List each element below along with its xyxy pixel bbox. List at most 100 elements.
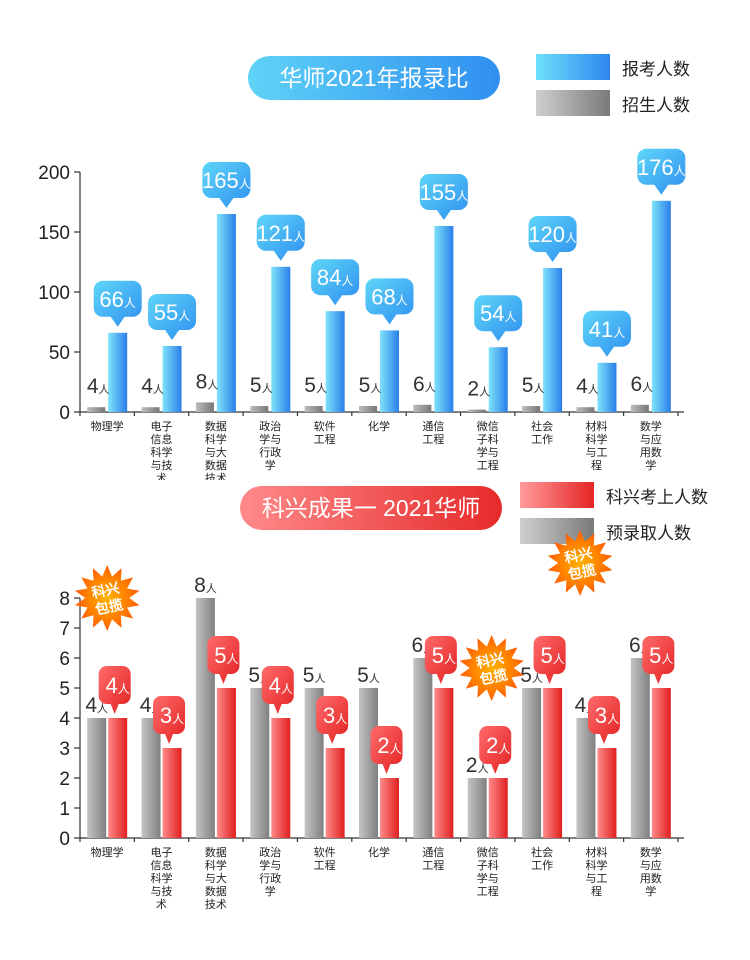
bar-enrolled: [359, 406, 377, 412]
category-label-line: 化学: [368, 419, 390, 433]
enrolled-value-label-number: 5: [304, 374, 316, 397]
applicants-value-label-number: 54: [480, 301, 504, 326]
kexing-bubble: [98, 666, 131, 714]
category-label-line: 科学: [205, 858, 227, 872]
kexing-sweep-burst: [459, 635, 524, 701]
bar-kexing: [216, 688, 236, 838]
category-label-line: 软件: [314, 419, 336, 433]
kexing-value-label-unit: 人: [661, 652, 673, 666]
legend-swatch-gray: [536, 90, 610, 116]
kexing-value-label-unit: 人: [444, 652, 456, 666]
y-tick-label-2: 0: [59, 829, 70, 850]
kexing-value-label-number: 2: [486, 733, 498, 758]
kexing-sweep-label: 科兴: [90, 579, 121, 601]
category-label-line: 与大: [205, 445, 227, 459]
category-label-line: 数据: [205, 845, 227, 859]
applicants-value-label-unit: 人: [504, 310, 516, 324]
category-label-line: 与应: [640, 432, 662, 446]
bar-admitted: [576, 718, 596, 838]
kexing-bubble: [479, 726, 512, 774]
category-label-line: 与大: [205, 871, 227, 885]
kexing-sweep-label: 包揽: [94, 596, 125, 618]
category-label-line: 信息: [151, 432, 173, 446]
admitted-value-label: 5人: [357, 664, 380, 687]
category-label-line: 子科: [477, 432, 499, 446]
enrolled-value-label-unit: 人: [425, 381, 436, 394]
bar-applicants: [216, 214, 236, 412]
applicants-value-label-unit: 人: [565, 231, 577, 245]
enrolled-value-label: 5人: [304, 374, 327, 397]
kexing-value-label-number: 3: [595, 703, 607, 728]
category-label-line: 政治: [259, 845, 281, 859]
kexing-value-label-unit: 人: [281, 682, 293, 696]
kexing-value-label-unit: 人: [227, 652, 239, 666]
category-label-line: 学与: [477, 871, 499, 885]
category-label-line: 与技: [151, 885, 173, 898]
y-tick-label-2: 6: [59, 649, 70, 670]
bar-applicants: [380, 330, 399, 412]
category-label-line: 工作: [531, 859, 553, 872]
kexing-bubble: [424, 636, 457, 684]
kexing-value-label-unit: 人: [335, 712, 347, 726]
y-tick-label-2: 4: [59, 709, 70, 730]
bar-kexing: [108, 718, 128, 838]
y-tick-label-2: 8: [59, 589, 70, 610]
category-label-line: 软件: [314, 845, 336, 859]
applicants-value-label: 155人: [419, 180, 468, 205]
bar-kexing: [380, 778, 399, 838]
bar-admitted: [250, 688, 270, 838]
applicants-bubble: [528, 216, 577, 262]
admitted-value-label-unit: 人: [314, 672, 325, 685]
enrolled-value-label-number: 6: [630, 373, 642, 396]
legend-label-kexing: 科兴考上人数: [606, 487, 708, 507]
bar-applicants: [651, 200, 671, 412]
category-label-line: 社会: [531, 419, 553, 433]
category-label-line: 学: [645, 884, 656, 898]
category-label-line: 材料: [585, 419, 607, 433]
kexing-bubble: [587, 696, 620, 744]
enrolled-value-label-number: 8: [196, 370, 208, 393]
kexing-value-label-number: 5: [214, 643, 226, 668]
y-tick-label-2: 2: [59, 769, 70, 790]
kexing-value-label-number: 3: [160, 703, 172, 728]
applicants-value-label-number: 68: [371, 284, 395, 309]
bar-admitted: [413, 658, 433, 838]
kexing-value-label: 3人: [160, 703, 184, 728]
enrolled-value-label-unit: 人: [262, 382, 273, 395]
category-label-line: 与工: [585, 446, 607, 459]
category-label-line: 工程: [477, 459, 499, 472]
applicants-value-label-number: 121: [256, 221, 293, 246]
category-label-line: 电子: [151, 420, 173, 433]
admitted-value-label-number: 4: [140, 694, 152, 717]
applicants-bubble: [311, 259, 360, 306]
kexing-value-label: 2人: [486, 733, 510, 758]
legend-label-enrolled: 招生人数: [622, 95, 690, 115]
bar-enrolled: [141, 407, 160, 412]
kexing-bubble: [261, 666, 294, 714]
kexing-value-label-number: 2: [377, 733, 389, 758]
category-label-line: 化学: [368, 845, 390, 859]
enrolled-value-label-number: 6: [413, 373, 425, 396]
bar-applicants: [325, 311, 345, 412]
category-label-line: 社会: [531, 845, 553, 859]
enrolled-value-label: 4人: [87, 375, 110, 398]
admitted-value-label-unit: 人: [478, 762, 489, 775]
category-label-line: 科学: [151, 445, 173, 459]
bar-enrolled: [576, 407, 595, 412]
kexing-value-label: 5人: [432, 643, 456, 668]
applicants-bubble: [365, 278, 414, 325]
category-label-line: 学: [265, 458, 276, 472]
y-tick-label: 0: [59, 403, 70, 424]
y-tick-label-2: 1: [59, 799, 70, 820]
y-tick-label-2: 7: [59, 619, 70, 640]
enrolled-value-label-number: 2: [467, 378, 479, 401]
bar-admitted: [630, 658, 650, 838]
chart1-title-banner: 华师2021年报录比: [248, 56, 500, 100]
enrolled-value-label: 5人: [250, 374, 273, 397]
bar-enrolled: [467, 409, 486, 412]
applicants-bubble: [148, 294, 197, 340]
category-label-line: 工程: [314, 859, 336, 872]
admitted-value-label-number: 5: [248, 664, 260, 687]
applicants-value-label-number: 176: [637, 155, 674, 180]
